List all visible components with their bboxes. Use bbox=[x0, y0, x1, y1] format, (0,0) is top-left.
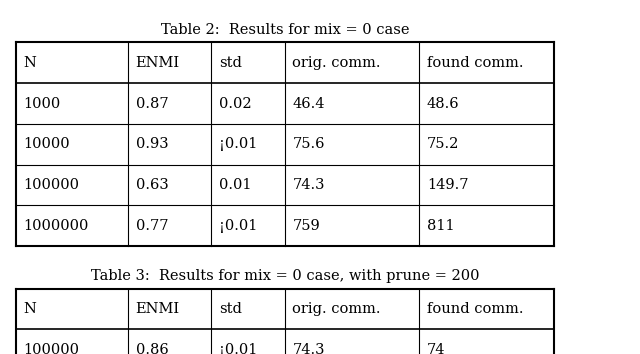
Text: 0.01: 0.01 bbox=[219, 178, 252, 192]
Text: 1000: 1000 bbox=[24, 97, 61, 110]
Text: Table 2:  Results for mix = 0 case: Table 2: Results for mix = 0 case bbox=[161, 23, 409, 37]
Text: 149.7: 149.7 bbox=[427, 178, 468, 192]
Text: orig. comm.: orig. comm. bbox=[292, 56, 381, 70]
Text: N: N bbox=[24, 56, 36, 70]
Text: 0.93: 0.93 bbox=[136, 137, 168, 151]
Text: ¡0.01: ¡0.01 bbox=[219, 137, 257, 151]
Text: 74.3: 74.3 bbox=[292, 178, 325, 192]
Text: orig. comm.: orig. comm. bbox=[292, 302, 381, 316]
Text: ENMI: ENMI bbox=[136, 302, 180, 316]
Text: 1000000: 1000000 bbox=[24, 219, 89, 233]
Text: 0.02: 0.02 bbox=[219, 97, 252, 110]
Text: 100000: 100000 bbox=[24, 343, 80, 354]
Text: 48.6: 48.6 bbox=[427, 97, 460, 110]
Text: 0.63: 0.63 bbox=[136, 178, 168, 192]
Text: N: N bbox=[24, 302, 36, 316]
Text: 0.77: 0.77 bbox=[136, 219, 168, 233]
Text: 0.86: 0.86 bbox=[136, 343, 168, 354]
Text: 75.6: 75.6 bbox=[292, 137, 325, 151]
Text: 74: 74 bbox=[427, 343, 445, 354]
Text: found comm.: found comm. bbox=[427, 56, 524, 70]
Text: 100000: 100000 bbox=[24, 178, 80, 192]
Text: std: std bbox=[219, 302, 242, 316]
Text: ENMI: ENMI bbox=[136, 56, 180, 70]
Text: found comm.: found comm. bbox=[427, 302, 524, 316]
Text: 811: 811 bbox=[427, 219, 454, 233]
Text: 46.4: 46.4 bbox=[292, 97, 325, 110]
Text: std: std bbox=[219, 56, 242, 70]
Text: Table 3:  Results for mix = 0 case, with prune = 200: Table 3: Results for mix = 0 case, with … bbox=[90, 269, 479, 283]
Text: ¡0.01: ¡0.01 bbox=[219, 343, 257, 354]
Text: 10000: 10000 bbox=[24, 137, 70, 151]
Text: 0.87: 0.87 bbox=[136, 97, 168, 110]
Text: 74.3: 74.3 bbox=[292, 343, 325, 354]
Text: 759: 759 bbox=[292, 219, 320, 233]
Text: 75.2: 75.2 bbox=[427, 137, 460, 151]
Text: ¡0.01: ¡0.01 bbox=[219, 219, 257, 233]
